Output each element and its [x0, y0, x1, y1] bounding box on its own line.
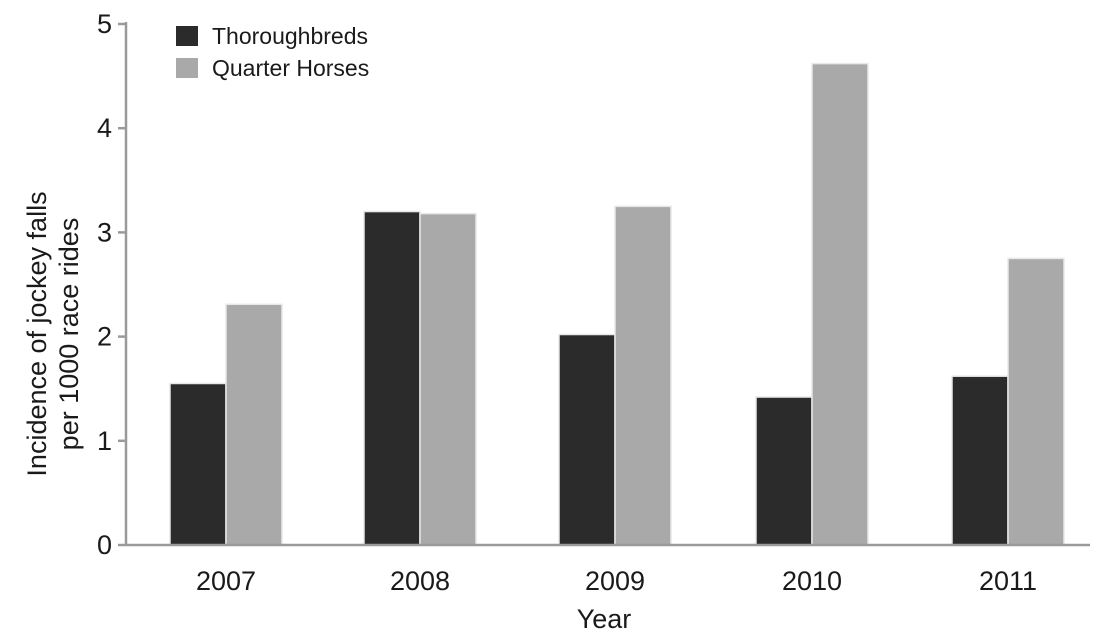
bar-thoroughbreds-2007: [169, 382, 227, 546]
bar-thoroughbreds-2008: [363, 210, 421, 546]
y-tick-label: 4: [97, 113, 112, 143]
x-tick-label: 2008: [390, 566, 450, 596]
legend: Thoroughbreds Quarter Horses: [176, 23, 369, 81]
legend-label-quarter-horses: Quarter Horses: [212, 55, 369, 81]
legend-label-thoroughbreds: Thoroughbreds: [212, 23, 368, 49]
x-axis-title: Year: [577, 604, 632, 633]
y-axis-title-line-2: per 1000 race rides: [54, 218, 84, 451]
y-tick-label: 2: [97, 322, 112, 352]
bar-quarter-horses-2010: [811, 62, 869, 546]
y-tick-label: 1: [97, 426, 112, 456]
bar-thoroughbreds-2010: [755, 396, 813, 546]
bar-quarter-horses-2007: [225, 303, 283, 546]
y-axis-title-line-1: Incidence of jockey falls: [22, 191, 52, 476]
bar-quarter-horses-2008: [419, 212, 477, 546]
legend-swatch-quarter-horses: [176, 58, 198, 78]
x-axis: 2007 2008 2009 2010 2011: [126, 543, 1090, 596]
y-axis: 0 1 2 3 4 5: [97, 9, 128, 560]
bar-quarter-horses-2009: [614, 205, 672, 546]
x-tick-label: 2011: [979, 566, 1037, 596]
x-tick-label: 2007: [196, 566, 256, 596]
y-tick-label: 0: [97, 530, 112, 560]
legend-swatch-thoroughbreds: [176, 26, 198, 46]
x-tick-label: 2010: [782, 566, 842, 596]
bars: [169, 62, 1065, 546]
y-tick-label: 5: [97, 9, 112, 39]
bar-thoroughbreds-2009: [558, 333, 616, 546]
bar-quarter-horses-2011: [1007, 257, 1065, 546]
bar-thoroughbreds-2011: [951, 375, 1009, 546]
y-tick-label: 3: [97, 217, 112, 247]
y-axis-title: Incidence of jockey falls per 1000 race …: [22, 191, 84, 476]
x-tick-label: 2009: [585, 566, 645, 596]
